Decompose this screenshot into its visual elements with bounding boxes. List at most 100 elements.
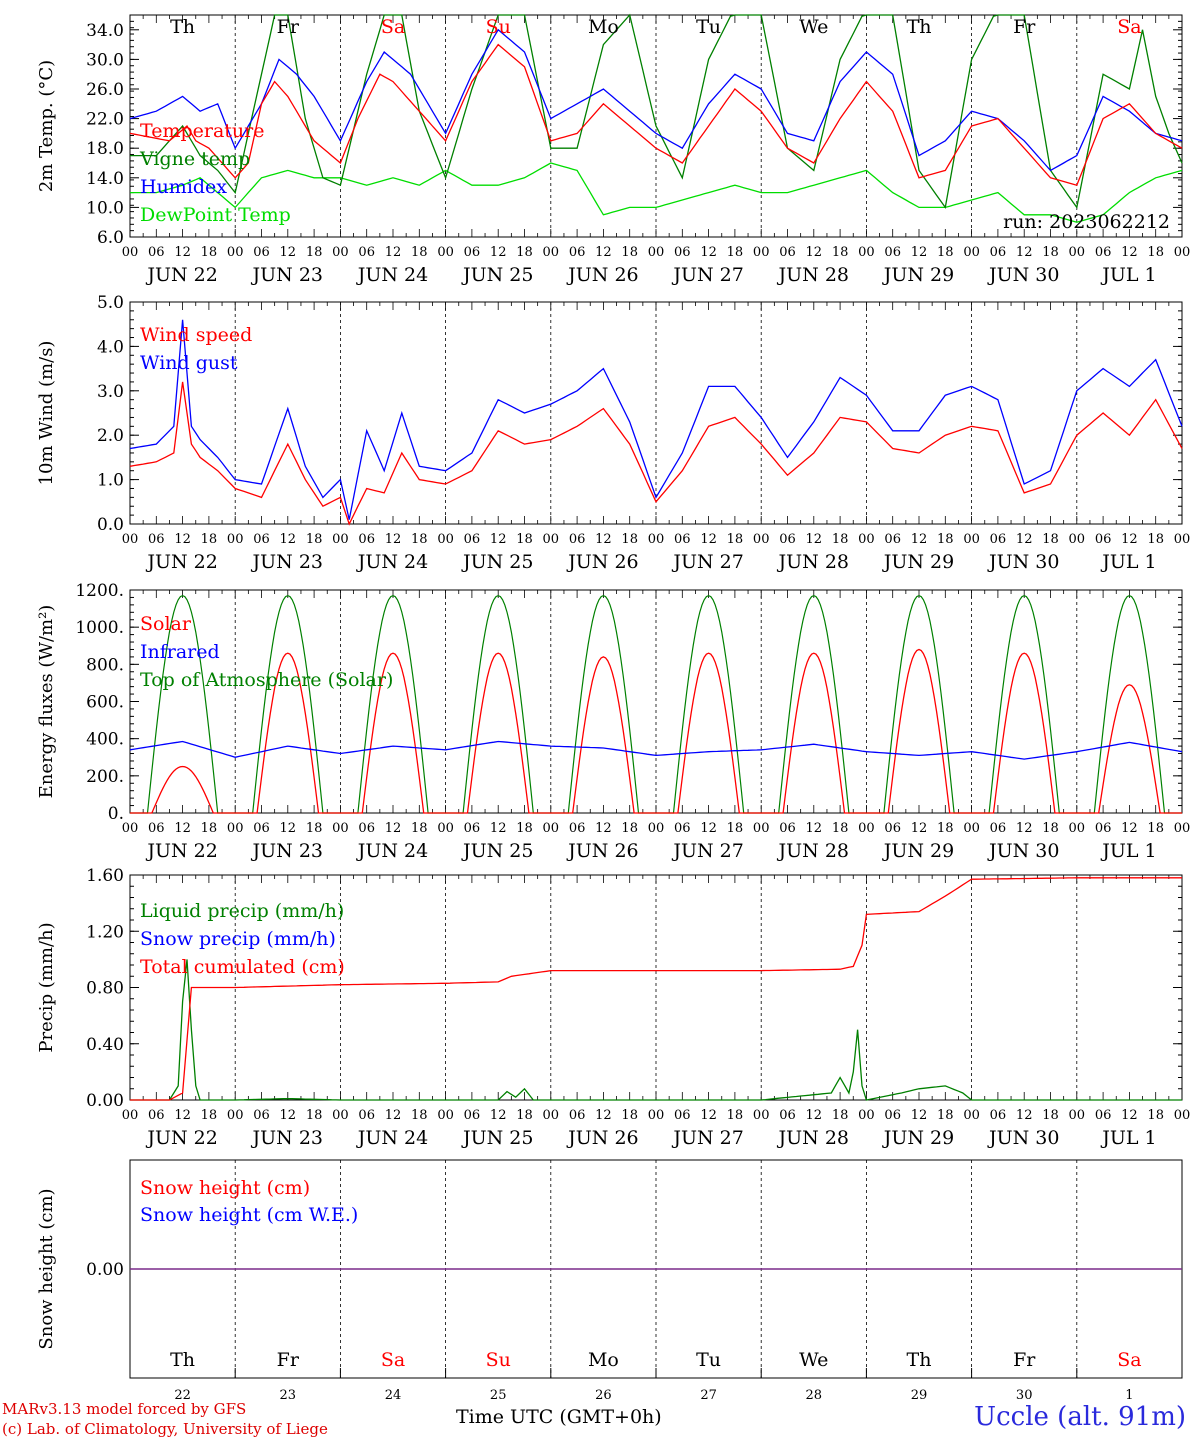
weekday-label: Su — [486, 1349, 511, 1371]
weekday-label: Fr — [1013, 16, 1036, 38]
y-tick-label: 3.0 — [97, 382, 124, 402]
weekday-label: Sa — [381, 16, 405, 38]
hour-tick-label: 06 — [358, 821, 375, 836]
hour-tick-label: 12 — [385, 245, 402, 260]
hour-tick-label: 00 — [122, 1108, 139, 1123]
date-label: JUN 26 — [566, 1127, 638, 1149]
hour-tick-label: 06 — [990, 245, 1007, 260]
hour-tick-label: 06 — [358, 532, 375, 547]
hour-tick-label: 18 — [1042, 532, 1059, 547]
hour-tick-label: 12 — [174, 821, 191, 836]
date-label: JUN 22 — [145, 1127, 217, 1149]
weekday-label: Tu — [696, 16, 721, 38]
date-label: JUN 30 — [987, 551, 1059, 573]
hour-tick-label: 18 — [411, 821, 428, 836]
y-tick-label: 200. — [86, 767, 124, 787]
hour-tick-label: 12 — [490, 1108, 507, 1123]
y-tick-label: 18.0 — [86, 139, 124, 159]
legend-entry: Total cumulated (cm) — [140, 956, 345, 978]
hour-tick-label: 18 — [201, 532, 218, 547]
hour-tick-label: 18 — [727, 1108, 744, 1123]
hour-tick-label: 00 — [753, 245, 770, 260]
hour-tick-label: 18 — [1147, 1108, 1164, 1123]
hour-tick-label: 12 — [385, 532, 402, 547]
hour-tick-label: 18 — [411, 532, 428, 547]
hour-tick-label: 06 — [464, 821, 481, 836]
series-line-infrared — [129, 740, 1183, 760]
hour-tick-label: 00 — [1069, 245, 1086, 260]
hour-tick-label: 06 — [674, 245, 691, 260]
date-label: JUL 1 — [1100, 1127, 1156, 1149]
hour-tick-label: 00 — [1174, 821, 1191, 836]
date-label: JUN 23 — [251, 1127, 323, 1149]
hour-tick-label: 00 — [648, 821, 665, 836]
hour-tick-label: 06 — [990, 1108, 1007, 1123]
legend-entry: Top of Atmosphere (Solar) — [140, 669, 393, 691]
hour-tick-label: 06 — [884, 532, 901, 547]
hour-tick-label: 00 — [648, 1108, 665, 1123]
legend-entry: DewPoint Temp — [140, 204, 291, 226]
date-label: JUN 24 — [356, 264, 428, 286]
hour-tick-label: 00 — [753, 1108, 770, 1123]
hour-tick-label: 00 — [437, 532, 454, 547]
hour-tick-label: 00 — [437, 1108, 454, 1123]
hour-tick-label: 06 — [569, 821, 586, 836]
hour-tick-label: 00 — [648, 532, 665, 547]
weekday-label: Mo — [588, 16, 619, 38]
date-label: JUN 27 — [671, 551, 743, 573]
legend-entry: Snow precip (mm/h) — [140, 928, 336, 950]
hour-tick-label: 12 — [595, 1108, 612, 1123]
day-number-label: 22 — [174, 1388, 191, 1403]
hour-tick-label: 12 — [911, 1108, 928, 1123]
hour-tick-label: 12 — [174, 532, 191, 547]
y-tick-label: 1200. — [75, 581, 124, 601]
hour-tick-label: 06 — [990, 532, 1007, 547]
hour-tick-label: 18 — [1147, 532, 1164, 547]
day-number-label: 28 — [806, 1388, 823, 1403]
y-tick-label: 2.0 — [97, 426, 124, 446]
weekday-label: We — [799, 1349, 828, 1371]
day-number-label: 27 — [700, 1388, 717, 1403]
date-label: JUN 22 — [145, 551, 217, 573]
legend-entry: Snow height (cm) — [140, 1177, 310, 1199]
hour-tick-label: 12 — [1121, 821, 1138, 836]
hour-tick-label: 12 — [700, 821, 717, 836]
hour-tick-label: 12 — [1121, 1108, 1138, 1123]
hour-tick-label: 00 — [332, 532, 349, 547]
series-line-solar — [130, 648, 1182, 814]
hour-tick-label: 06 — [148, 1108, 165, 1123]
hour-tick-label: 12 — [174, 1108, 191, 1123]
hour-tick-label: 12 — [911, 821, 928, 836]
date-label: JUN 23 — [251, 840, 323, 862]
hour-tick-label: 18 — [937, 245, 954, 260]
day-number-label: 1 — [1125, 1388, 1133, 1403]
hour-tick-label: 12 — [700, 532, 717, 547]
date-label: JUN 23 — [251, 264, 323, 286]
hour-tick-label: 06 — [148, 532, 165, 547]
hour-tick-label: 06 — [779, 1108, 796, 1123]
hour-tick-label: 18 — [832, 245, 849, 260]
hour-tick-label: 18 — [306, 532, 323, 547]
hour-tick-label: 18 — [832, 1108, 849, 1123]
hour-tick-label: 18 — [621, 532, 638, 547]
series-line-total-cumulated-cm- — [130, 877, 1182, 1101]
hour-tick-label: 06 — [990, 821, 1007, 836]
date-label: JUN 30 — [987, 264, 1059, 286]
date-label: JUN 25 — [461, 1127, 533, 1149]
weekday-label: Mo — [588, 1349, 619, 1371]
series-line-temperature — [129, 43, 1183, 186]
date-label: JUN 27 — [671, 840, 743, 862]
hour-tick-label: 00 — [227, 532, 244, 547]
hour-tick-label: 18 — [621, 245, 638, 260]
hour-tick-label: 00 — [1069, 821, 1086, 836]
date-label: JUN 29 — [882, 840, 954, 862]
hour-tick-label: 00 — [963, 821, 980, 836]
hour-tick-label: 00 — [858, 245, 875, 260]
day-number-label: 25 — [490, 1388, 507, 1403]
date-label: JUN 26 — [566, 264, 638, 286]
hour-tick-label: 06 — [569, 245, 586, 260]
hour-tick-label: 12 — [490, 532, 507, 547]
series-line-humidex — [129, 28, 1183, 172]
date-label: JUL 1 — [1100, 264, 1156, 286]
